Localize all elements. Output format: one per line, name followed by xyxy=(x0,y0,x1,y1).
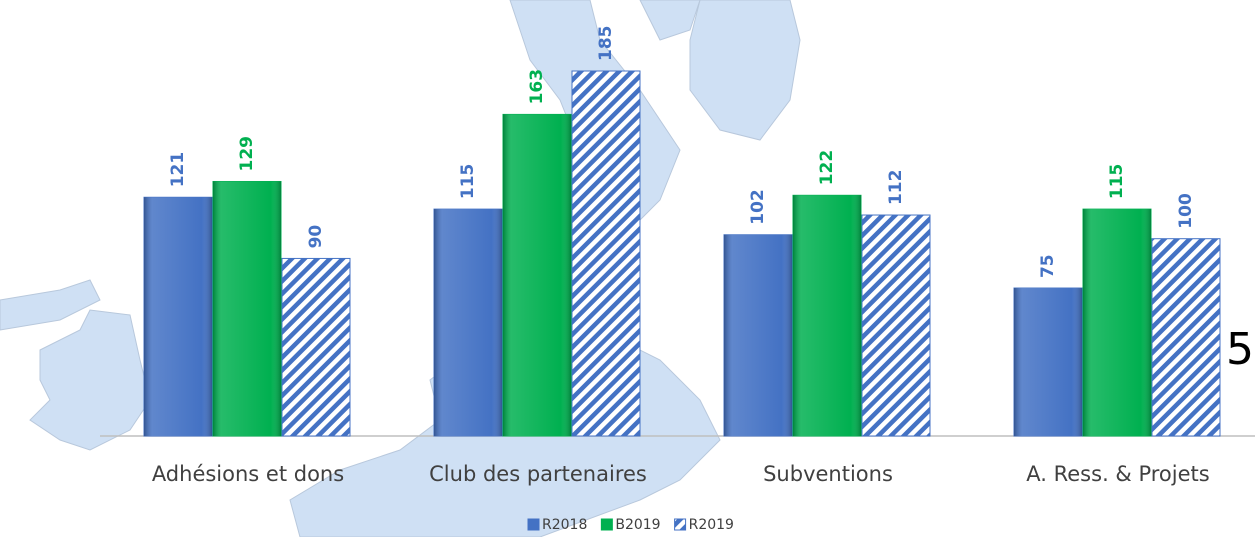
legend-swatch xyxy=(600,518,613,531)
x-tick-label: Subventions xyxy=(763,462,893,486)
data-label: 115 xyxy=(458,164,478,200)
data-label: 122 xyxy=(817,150,837,186)
legend-label: R2018 xyxy=(542,517,587,533)
bar-shine xyxy=(434,209,502,436)
bar xyxy=(861,214,931,437)
data-label: 163 xyxy=(527,69,547,105)
legend-swatch xyxy=(527,518,540,531)
bar xyxy=(571,70,641,437)
data-label: 90 xyxy=(306,225,326,249)
bar-shine xyxy=(503,114,571,437)
legend-label: B2019 xyxy=(615,517,660,533)
bar-shine xyxy=(144,197,212,436)
bar-shine xyxy=(1083,209,1151,436)
data-label: 112 xyxy=(886,170,906,206)
data-label: 102 xyxy=(748,189,768,225)
x-tick-label: Club des partenaires xyxy=(429,462,647,486)
bar-shine xyxy=(793,195,861,436)
data-label: 185 xyxy=(596,26,616,62)
bar xyxy=(1151,238,1221,437)
legend-swatch xyxy=(674,518,687,531)
bar-shine xyxy=(213,181,281,436)
annotation: 5 xyxy=(1226,324,1254,375)
bar-shine xyxy=(724,234,792,436)
data-label: 75 xyxy=(1038,254,1058,278)
data-label: 115 xyxy=(1107,164,1127,200)
bar xyxy=(281,257,351,437)
data-label: 129 xyxy=(237,136,257,172)
background-map xyxy=(0,0,801,537)
bar-shine xyxy=(1014,288,1082,436)
x-tick-label: Adhésions et dons xyxy=(152,462,344,486)
data-label: 121 xyxy=(168,152,188,188)
x-tick-label: A. Ress. & Projets xyxy=(1026,462,1209,486)
legend-label: R2019 xyxy=(689,517,734,533)
data-label: 100 xyxy=(1176,193,1196,229)
